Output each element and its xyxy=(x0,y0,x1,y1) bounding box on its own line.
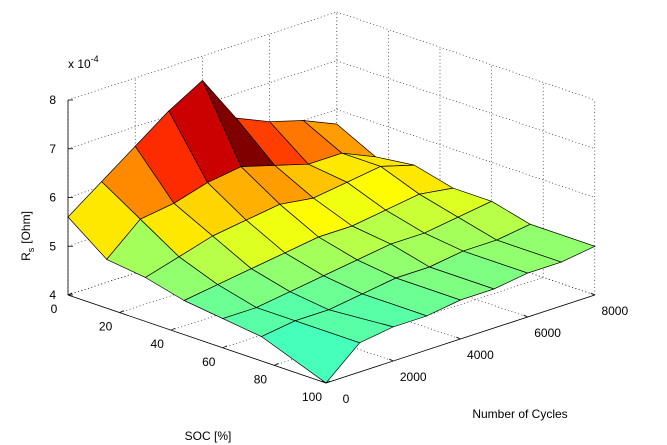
z-tick-label: 8 xyxy=(49,93,56,107)
surface-patch xyxy=(260,320,361,384)
x-tick-label: 100 xyxy=(302,390,322,404)
x-tick-mark xyxy=(222,345,227,349)
x-tick-mark xyxy=(274,363,279,366)
x-tick-label: 80 xyxy=(254,372,268,386)
x-tick-label: 60 xyxy=(202,355,216,369)
y-tick-label: 6000 xyxy=(534,326,561,340)
z-tick-label: 4 xyxy=(49,288,56,302)
z-multiplier: x 10-4 xyxy=(68,54,99,71)
grid-line xyxy=(336,60,595,150)
y-tick-label: 8000 xyxy=(601,304,628,318)
y-tick-mark xyxy=(321,380,327,384)
y-axis-label: Number of Cycles xyxy=(472,407,567,421)
x-tick-mark xyxy=(119,310,124,313)
y-tick-mark xyxy=(456,336,461,340)
z-axis-label: Rs[Ohm] xyxy=(19,211,36,261)
x-tick-label: 0 xyxy=(51,302,58,316)
y-tick-label: 2000 xyxy=(400,370,427,384)
y-tick-mark xyxy=(523,314,528,318)
x-axis-label: SOC [%] xyxy=(185,429,232,443)
z-tick-label: 5 xyxy=(49,239,56,253)
y-tick-mark xyxy=(590,292,595,296)
z-tick-label: 7 xyxy=(49,142,56,156)
surface-mesh xyxy=(67,79,596,384)
x-tick-label: 40 xyxy=(151,337,165,351)
x-tick-mark xyxy=(171,327,176,331)
y-tick-mark xyxy=(389,358,394,362)
x-tick-mark xyxy=(325,380,331,384)
y-tick-label: 0 xyxy=(343,392,350,406)
x-axis-line xyxy=(67,294,327,384)
y-tick-label: 4000 xyxy=(467,348,494,362)
grid-line xyxy=(336,11,595,101)
x-tick-mark xyxy=(67,292,73,296)
z-tick-label: 6 xyxy=(49,191,56,205)
x-tick-label: 20 xyxy=(99,320,113,334)
